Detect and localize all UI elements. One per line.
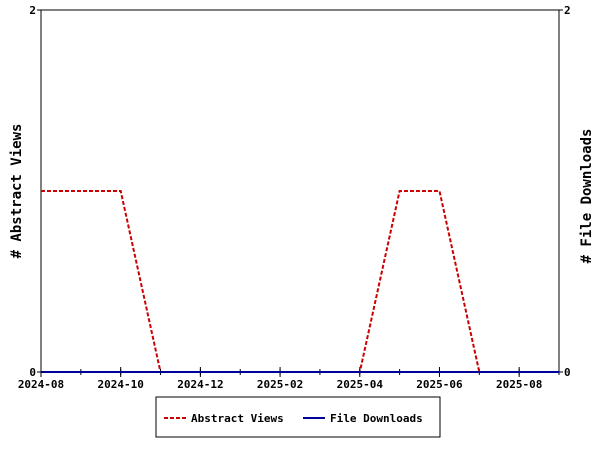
x-tick-label: 2025-06 [416, 378, 463, 391]
plot-area [40, 9, 560, 373]
x-tick-label: 2024-12 [177, 378, 223, 391]
x-tick-label: 2024-10 [98, 378, 144, 391]
series-layer [41, 190, 559, 373]
y-left-tick-label: 2 [29, 4, 36, 17]
y-right-tick-label: 0 [564, 366, 571, 379]
y-right-axis-title: # File Downloads [579, 129, 595, 264]
x-tick-label: 2024-08 [18, 378, 64, 391]
x-tick-label: 2025-08 [496, 378, 542, 391]
legend-label-abstract-views: Abstract Views [191, 412, 284, 425]
x-tick-label: 2025-02 [257, 378, 303, 391]
y-left-tick-label: 0 [29, 366, 36, 379]
x-axis-ticks: 2024-08 2024-10 2024-12 2025-02 2025-04 2025-… [18, 367, 560, 391]
legend: Abstract Views File Downloads [155, 396, 441, 438]
y-right-tick-label: 2 [564, 4, 571, 17]
y-left-axis-title: # Abstract Views [9, 124, 25, 259]
legend-box [155, 396, 441, 438]
legend-label-file-downloads: File Downloads [330, 412, 423, 425]
x-tick-label: 2025-04 [337, 378, 384, 391]
